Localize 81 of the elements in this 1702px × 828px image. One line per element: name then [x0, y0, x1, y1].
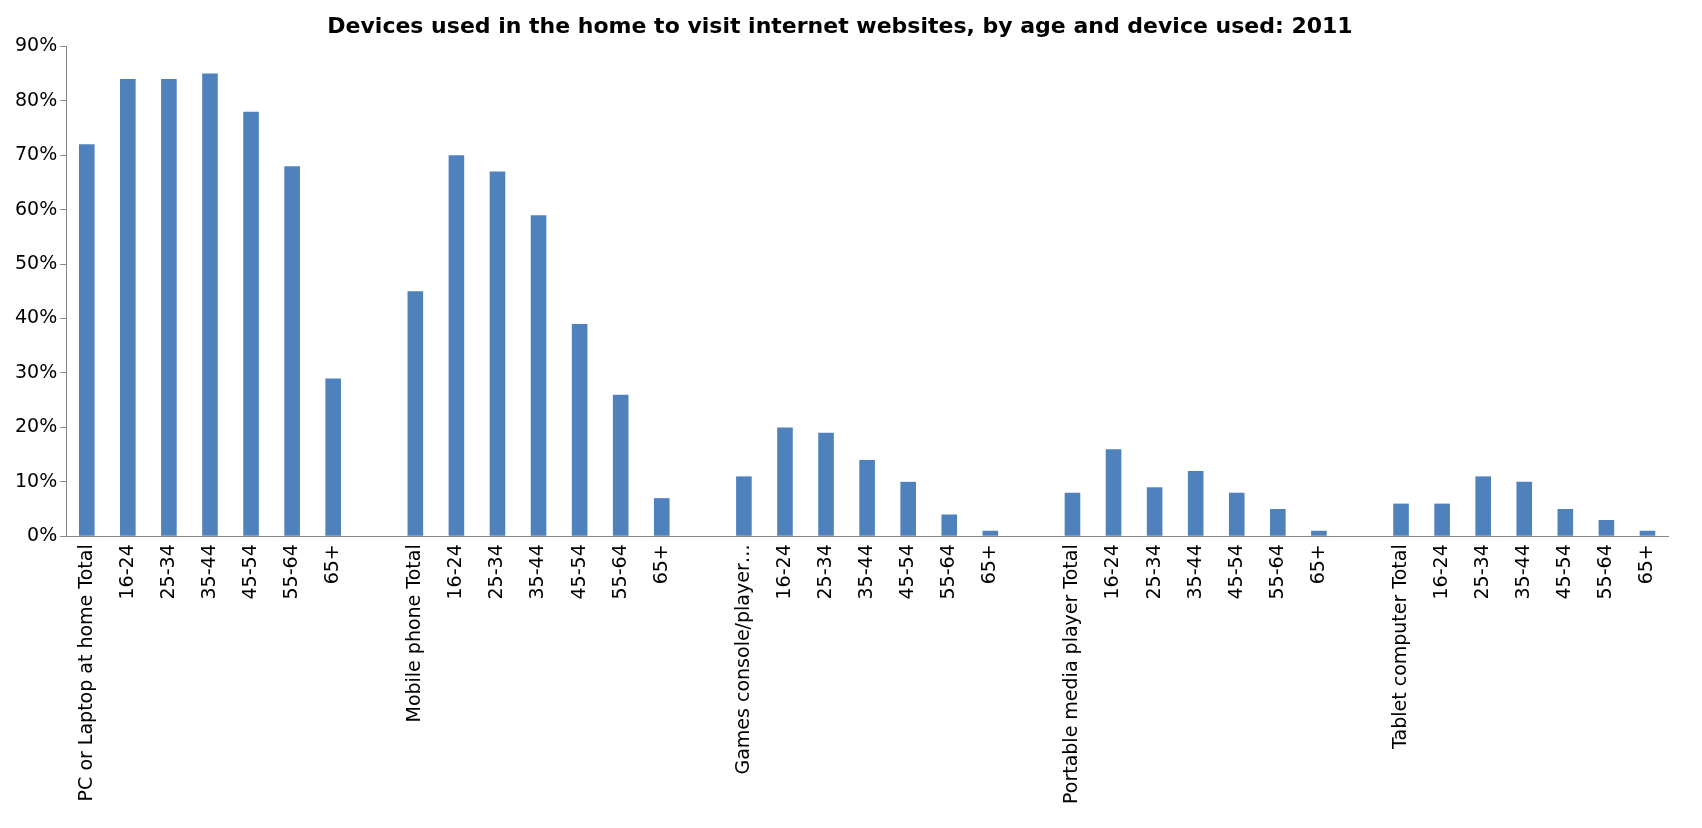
x-tick-label: 55-64 [1264, 544, 1287, 600]
bar [243, 111, 259, 536]
bar [1516, 481, 1533, 536]
bar [1557, 509, 1574, 536]
x-tick-label: 65+ [648, 544, 671, 585]
y-tick-label: 30% [15, 359, 58, 382]
x-tick-label: 35-44 [196, 544, 219, 600]
bar [325, 378, 341, 536]
x-tick-label: 16-24 [443, 544, 466, 600]
bar [530, 215, 547, 536]
bar [900, 481, 916, 536]
x-tick-label: 45-54 [237, 544, 260, 600]
bar [859, 460, 875, 536]
x-tick-label: Mobile phone Total [402, 544, 425, 723]
x-tick-label: 35-44 [854, 544, 877, 600]
x-tick-label: 25-34 [1470, 544, 1493, 600]
chart-title: Devices used in the home to visit internet websites, by age and device used: 2011 [327, 12, 1353, 38]
bar [1187, 470, 1204, 536]
bar [120, 79, 136, 536]
x-tick-label: 25-34 [155, 544, 178, 600]
bar [284, 166, 300, 536]
bar [202, 73, 218, 536]
x-tick-label: 45-54 [895, 544, 918, 600]
x-tick-label: 16-24 [1429, 544, 1452, 600]
bar [1146, 487, 1163, 536]
x-tick-label: PC or Laptop at home Total [73, 544, 96, 802]
bar [1311, 530, 1327, 536]
x-tick-label: 16-24 [114, 544, 137, 600]
x-tick-label: 45-54 [566, 544, 589, 600]
x-tick-label: 25-34 [812, 544, 835, 600]
x-tick-label: 16-24 [771, 544, 794, 600]
y-tick-label: 50% [15, 251, 58, 274]
bar [941, 514, 958, 536]
x-tick-label: 55-64 [279, 544, 302, 600]
bar [1393, 503, 1409, 536]
x-tick-label: 45-54 [1552, 544, 1575, 600]
y-tick-label: 20% [15, 414, 58, 437]
bar [1105, 449, 1122, 536]
x-tick-label: 25-34 [1141, 544, 1164, 600]
x-tick-label: 35-44 [1182, 544, 1205, 600]
x-tick-label: 65+ [977, 544, 1000, 585]
x-tick-label: 16-24 [1100, 544, 1123, 600]
bar [407, 291, 424, 536]
y-tick-label: 70% [15, 142, 58, 165]
bar [736, 476, 752, 536]
y-tick-label: 0% [27, 523, 58, 546]
bar [653, 498, 670, 536]
bar [1475, 476, 1491, 536]
bar [1598, 519, 1615, 536]
bar [448, 155, 465, 536]
x-tick-label: 65+ [1634, 544, 1657, 585]
x-tick-label: 25-34 [484, 544, 507, 600]
x-tick-label: 55-64 [936, 544, 959, 600]
x-tick-label: 65+ [1305, 544, 1328, 585]
y-tick-label: 40% [15, 305, 58, 328]
x-tick-label: Games console/player… [730, 544, 753, 775]
x-tick-label: 55-64 [607, 544, 630, 600]
x-tick-label: 65+ [320, 544, 343, 585]
y-tick-label: 10% [15, 468, 58, 491]
x-tick-label: 35-44 [1511, 544, 1534, 600]
x-tick-label: 45-54 [1223, 544, 1246, 600]
bar [818, 432, 834, 536]
y-tick-label: 60% [15, 196, 58, 219]
bar [612, 394, 629, 536]
bar [1270, 509, 1286, 536]
y-tick-label: 90% [15, 33, 58, 56]
bar [982, 530, 999, 536]
x-tick-label: 35-44 [525, 544, 548, 600]
x-tick-label: Tablet computer Total [1387, 544, 1410, 750]
bar [1639, 530, 1656, 536]
x-tick-label: 55-64 [1593, 544, 1616, 600]
y-tick-label: 80% [15, 87, 58, 110]
bar [777, 427, 793, 536]
bar [1434, 503, 1450, 536]
bar [1064, 492, 1081, 536]
bar [161, 79, 177, 536]
bar [571, 323, 588, 536]
x-tick-label: Portable media player Total [1059, 544, 1082, 805]
bar [489, 171, 506, 536]
bar [78, 144, 95, 536]
bar [1228, 492, 1245, 536]
